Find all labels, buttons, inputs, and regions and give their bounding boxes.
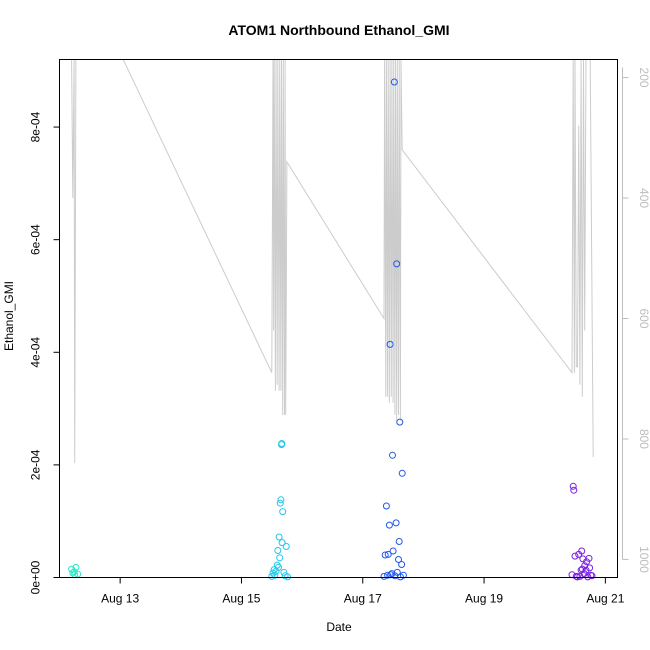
x-tick-label: Aug 17 [344,592,382,606]
x-axis: Aug 13 Aug 15 Aug 17 Aug 19 Aug 21 [101,577,625,606]
data-point-group-2 [276,499,284,507]
data-point-group-4 [586,564,594,572]
data-point-group-3 [393,260,401,268]
data-point-group-1 [72,563,80,571]
data-point-group-2 [278,440,286,447]
data-point-group-4 [588,572,596,580]
data-point-group-2 [275,563,282,571]
y-axis-label: Ethanol_GMI [2,281,16,351]
data-point-group-3 [381,551,389,559]
data-point-group-3 [380,572,388,580]
data-point-group-4 [569,482,577,490]
x-tick-label: Aug 21 [586,592,624,606]
secondary-y-tick-label: 400 [637,188,650,208]
secondary-y-tick-label: 800 [637,429,650,449]
data-point-group-3 [384,550,392,558]
data-point-group-3 [389,547,397,555]
chart-title: ATOM1 Northbound Ethanol_GMI [228,22,449,38]
data-point-group-3 [395,556,402,563]
points-layer [68,78,596,581]
data-point-group-2 [274,547,282,554]
data-point-group-2 [271,571,279,579]
data-point-group-2 [279,508,287,516]
data-point-group-1 [69,569,77,577]
secondary-y-tick-label: 200 [637,68,650,88]
data-point-group-3 [385,521,393,529]
data-point-group-3 [389,451,396,459]
data-point-group-4 [578,547,586,555]
data-point-group-2 [275,533,283,541]
data-point-group-4 [585,554,593,562]
data-point-group-2 [277,496,285,504]
secondary-y-axis: 200 400 600 800 1000 [622,67,650,573]
plot-frame [59,59,618,578]
x-tick-label: Aug 13 [101,592,139,606]
data-point-group-3 [384,571,392,579]
data-point-group-2 [280,568,288,576]
depth-line-layer [71,59,594,464]
y-tick-label: 4e-04 [29,337,43,368]
x-axis-label: Date [326,620,352,634]
data-point-group-3 [398,469,406,477]
data-point-group-3 [392,519,400,527]
data-point-group-2 [278,539,286,547]
data-point-group-3 [382,502,390,510]
data-point-group-4 [571,552,579,560]
data-point-group-4 [570,486,578,494]
data-point-group-3 [395,538,403,545]
data-point-group-3 [390,78,398,86]
secondary-y-tick-label: 600 [637,308,650,328]
data-point-group-3 [386,340,394,348]
y-axis: 0e+00 2e-04 4e-04 6e-04 8e-04 [29,111,60,594]
x-tick-label: Aug 19 [465,592,503,606]
data-point-group-3 [396,418,404,426]
data-point-group-2 [282,543,290,550]
y-tick-label: 6e-04 [29,224,43,255]
data-point-group-1 [70,568,78,576]
y-tick-label: 2e-04 [29,449,43,480]
depth-series-line [71,59,594,464]
data-point-group-4 [582,566,590,574]
y-tick-label: 0e+00 [29,560,43,594]
x-tick-label: Aug 15 [222,592,260,606]
data-point-group-3 [399,571,407,579]
data-point-group-3 [398,561,406,568]
data-point-group-2 [284,573,292,581]
y-tick-label: 8e-04 [29,111,43,142]
data-point-group-2 [276,554,284,562]
secondary-y-tick-label: 1000 [637,546,650,573]
